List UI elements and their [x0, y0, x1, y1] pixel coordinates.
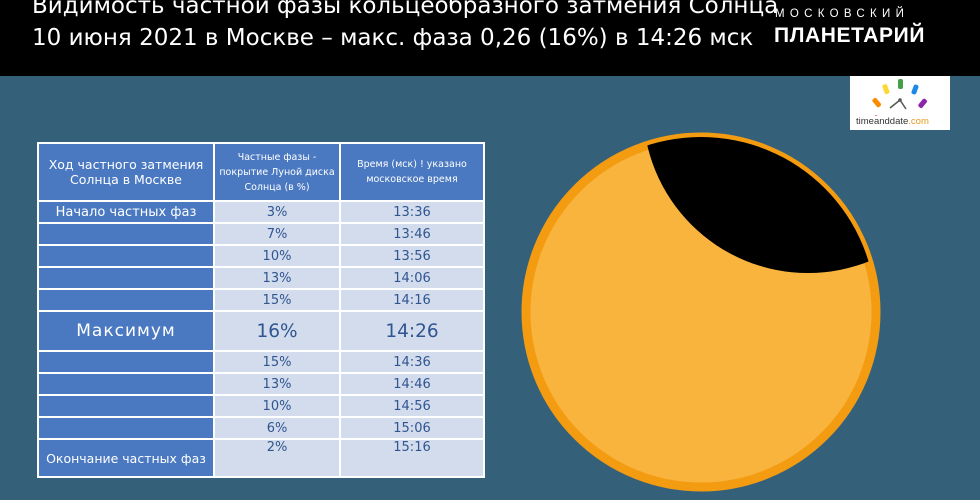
- row-time: 15:06: [339, 416, 485, 440]
- title-line-2: 10 июня 2021 в Москве – макс. фаза 0,26 …: [32, 25, 754, 51]
- row-time: 14:06: [339, 266, 485, 290]
- timeanddate-name: timeanddate: [856, 116, 909, 127]
- row-time: 15:16: [339, 438, 485, 478]
- table-row: 10% 13:56: [37, 244, 485, 268]
- row-label: Максимум: [37, 310, 215, 352]
- row-time: 13:56: [339, 244, 485, 268]
- table-row: 15% 14:16: [37, 288, 485, 312]
- table-row: 10% 14:56: [37, 394, 485, 418]
- timeanddate-suffix: .com: [908, 116, 929, 127]
- timeanddate-badge: timeanddate.com: [850, 76, 950, 130]
- planetarium-logo-top: МОСКОВСКИЙ: [775, 8, 910, 20]
- row-time: 14:36: [339, 350, 485, 374]
- header-phase-percent: Частные фазы - покрытие Луной диска Солн…: [213, 142, 341, 202]
- row-label: [37, 266, 215, 290]
- title-line-1: Видимость частной фазы кольцеобразного з…: [32, 0, 779, 19]
- row-phase: 6%: [213, 416, 341, 440]
- row-label: [37, 350, 215, 374]
- row-time: 14:46: [339, 372, 485, 396]
- row-label: Начало частных фаз: [37, 200, 215, 224]
- row-phase: 3%: [213, 200, 341, 224]
- row-label: [37, 244, 215, 268]
- row-label: [37, 288, 215, 312]
- row-phase: 13%: [213, 372, 341, 396]
- row-time: 14:16: [339, 288, 485, 312]
- eclipse-phases-table: Ход частного затмения Солнца в Москве Ча…: [37, 142, 485, 478]
- row-phase: 2%: [213, 438, 341, 478]
- header-bar: Видимость частной фазы кольцеобразного з…: [0, 0, 980, 76]
- table-header-row: Ход частного затмения Солнца в Москве Ча…: [37, 142, 485, 202]
- table-row-maximum: Максимум 16% 14:26: [37, 310, 485, 352]
- row-phase: 13%: [213, 266, 341, 290]
- planetarium-logo-bottom: ПЛАНЕТАРИЙ: [774, 24, 926, 47]
- row-label: Окончание частных фаз: [37, 438, 215, 478]
- row-phase: 16%: [213, 310, 341, 352]
- table-row: 7% 13:46: [37, 222, 485, 246]
- page-title: Видимость частной фазы кольцеобразного з…: [32, 0, 778, 54]
- table-row: 6% 15:06: [37, 416, 485, 440]
- row-time: 14:56: [339, 394, 485, 418]
- row-time: 13:46: [339, 222, 485, 246]
- row-phase: 10%: [213, 394, 341, 418]
- timeanddate-wordmark: timeanddate.com: [856, 116, 929, 127]
- table-row: 15% 14:36: [37, 350, 485, 374]
- table-row: 13% 14:06: [37, 266, 485, 290]
- row-time: 13:36: [339, 200, 485, 224]
- table-row: Начало частных фаз 3% 13:36: [37, 200, 485, 224]
- table-row: 13% 14:46: [37, 372, 485, 396]
- row-time: 14:26: [339, 310, 485, 352]
- row-phase: 10%: [213, 244, 341, 268]
- row-phase: 15%: [213, 288, 341, 312]
- moon-disk: [643, 137, 876, 273]
- row-phase: 7%: [213, 222, 341, 246]
- row-phase: 15%: [213, 350, 341, 374]
- row-label: [37, 222, 215, 246]
- row-label: [37, 394, 215, 418]
- row-label: [37, 372, 215, 396]
- table-row-end: Окончание частных фаз 2% 15:16: [37, 438, 485, 478]
- timeanddate-clock-icon: [872, 79, 927, 116]
- header-eclipse-progress: Ход частного затмения Солнца в Москве: [37, 142, 215, 202]
- header-time-msk: Время (мск) ! указано московское время: [339, 142, 485, 202]
- row-label: [37, 416, 215, 440]
